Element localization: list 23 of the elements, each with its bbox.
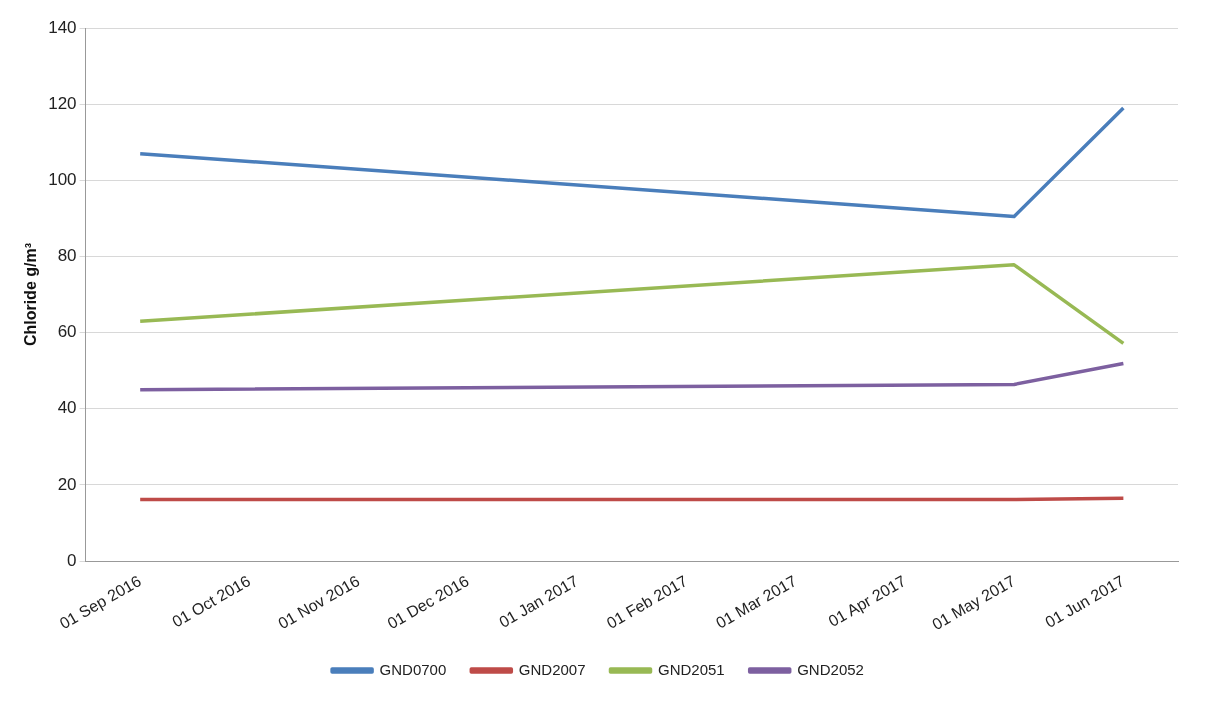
y-tick-label: 120 bbox=[48, 93, 77, 113]
legend-label: GND2007 bbox=[518, 660, 586, 678]
y-axis-title: Chloride g/m³ bbox=[22, 243, 40, 347]
x-tick-label: 01 Oct 2016 bbox=[169, 572, 254, 631]
y-tick-label: 100 bbox=[48, 170, 77, 190]
x-tick-label: 01 Nov 2016 bbox=[275, 572, 363, 633]
legend-label: GND2052 bbox=[797, 660, 864, 678]
x-tick-label: 01 Jun 2017 bbox=[1042, 572, 1128, 631]
x-tick-label: 01 Dec 2016 bbox=[384, 572, 472, 633]
y-tick-label: 80 bbox=[57, 246, 77, 266]
y-tick-label: 40 bbox=[57, 398, 77, 418]
legend-label: GND2051 bbox=[658, 660, 725, 678]
y-tick-label: 0 bbox=[67, 550, 77, 570]
y-tick-label: 20 bbox=[57, 474, 77, 494]
x-tick-label: 01 Feb 2017 bbox=[603, 572, 691, 632]
x-tick-label: 01 Apr 2017 bbox=[825, 572, 909, 630]
x-tick-label: 01 Mar 2017 bbox=[713, 572, 800, 632]
y-tick-label: 60 bbox=[57, 322, 77, 342]
x-tick-label: 01 Jan 2017 bbox=[496, 572, 581, 631]
legend-label: GND0700 bbox=[379, 660, 447, 678]
x-tick-label: 01 Sep 2016 bbox=[56, 572, 144, 633]
x-tick-label: 01 May 2017 bbox=[929, 572, 1018, 634]
y-tick-label: 140 bbox=[48, 17, 77, 37]
